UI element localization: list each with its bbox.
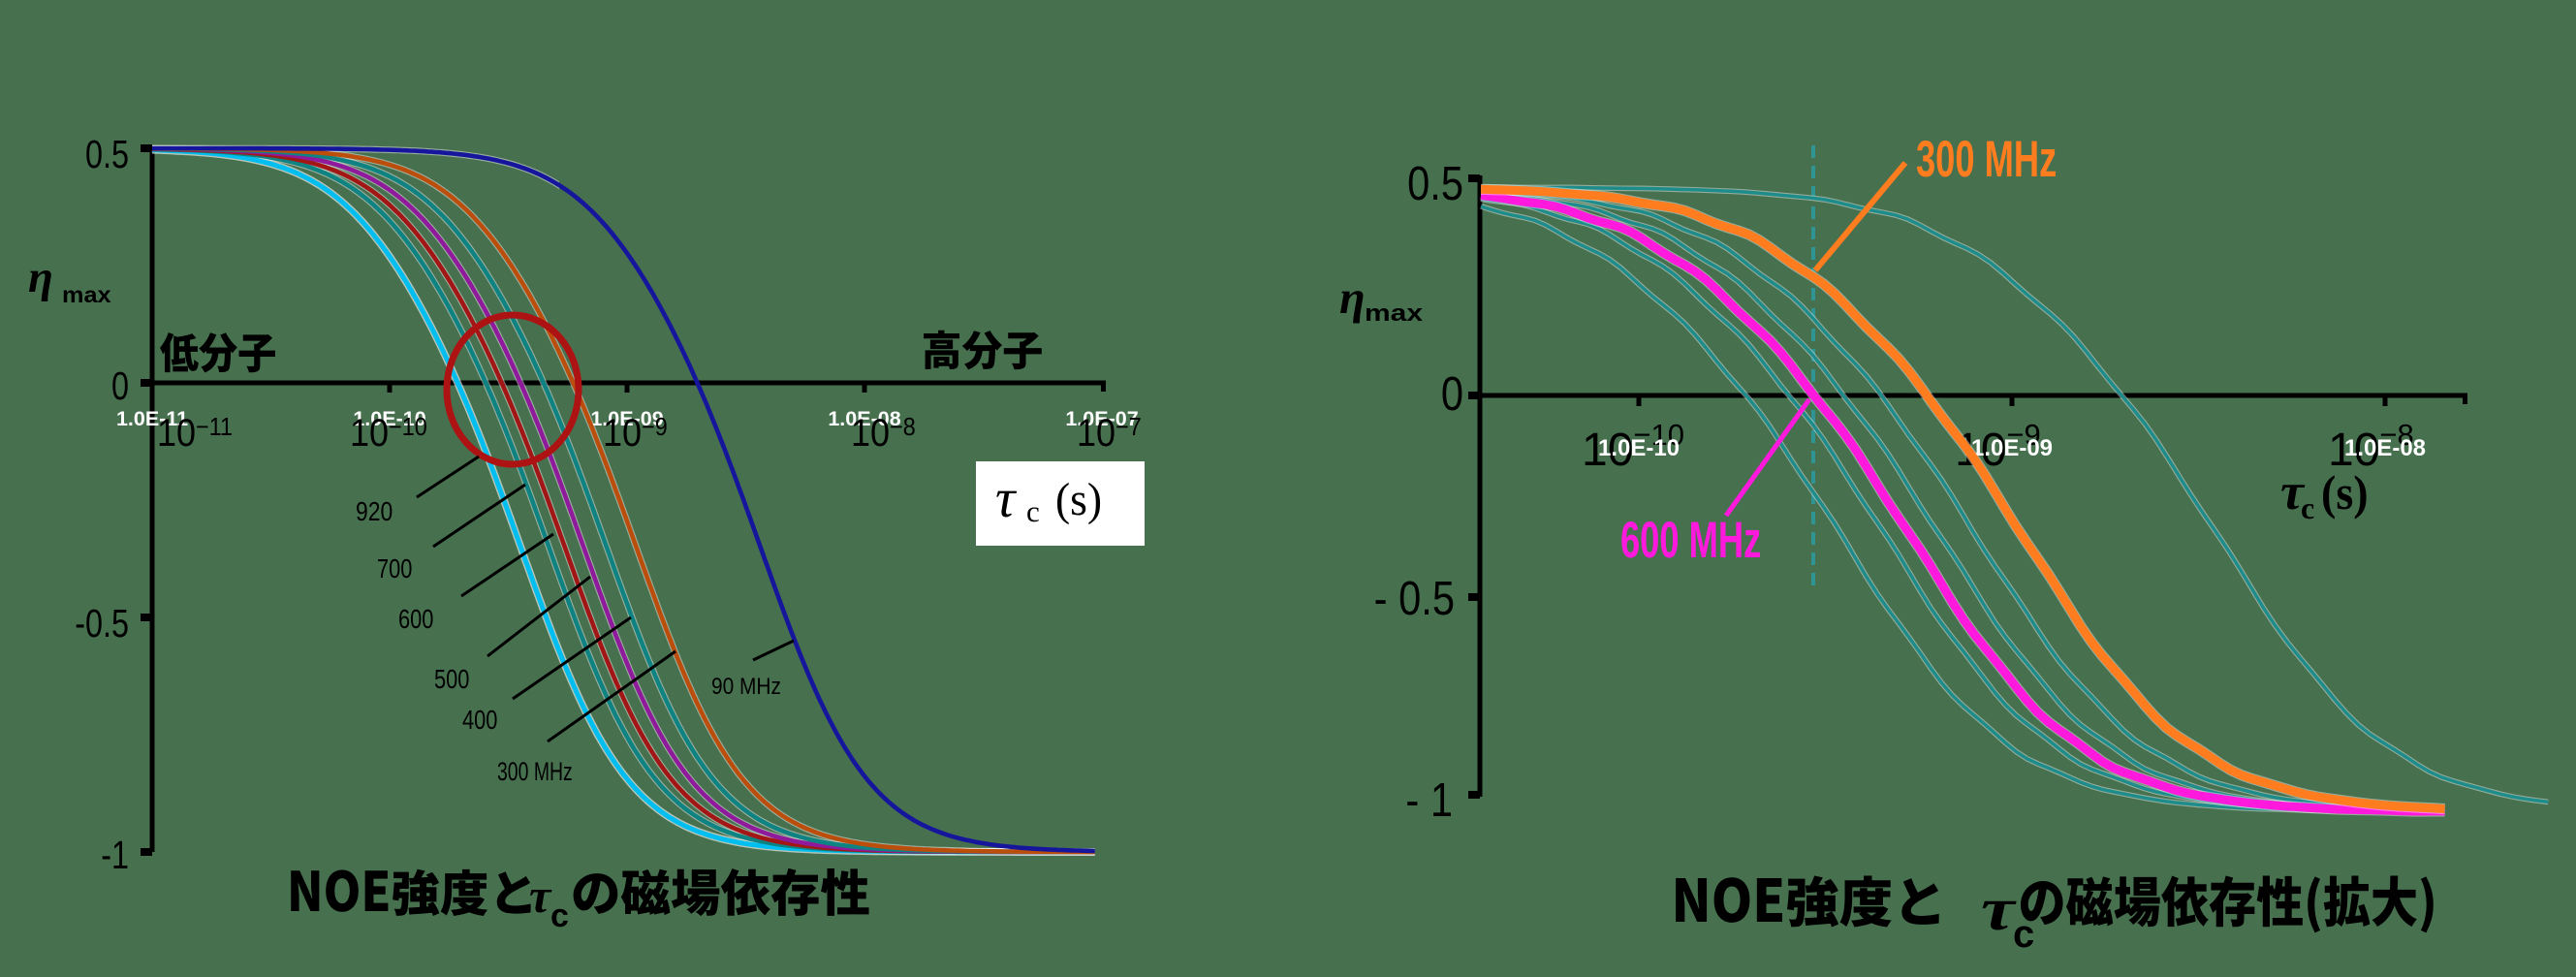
svg-text:10−11: 10−11: [157, 412, 233, 455]
svg-text:1.0E-08: 1.0E-08: [2344, 435, 2426, 461]
svg-text:0: 0: [1441, 367, 1463, 421]
svg-text:c: c: [2013, 913, 2034, 956]
svg-text:10−10: 10−10: [350, 412, 427, 455]
svg-text:700: 700: [377, 553, 412, 583]
svg-text:1.0E-08: 1.0E-08: [828, 407, 900, 430]
svg-text:10−7: 10−7: [1077, 412, 1142, 455]
svg-text:τ: τ: [995, 468, 1018, 529]
svg-text:500: 500: [434, 664, 469, 694]
svg-text:max: max: [62, 283, 111, 308]
svg-text:(s): (s): [2321, 466, 2369, 520]
svg-text:1.0E-09: 1.0E-09: [1971, 435, 2053, 461]
svg-text:1.0E-11: 1.0E-11: [116, 407, 188, 430]
svg-text:300 MHz: 300 MHz: [1916, 130, 2057, 188]
svg-text:300 MHz: 300 MHz: [497, 757, 573, 786]
svg-text:-0.5: -0.5: [75, 601, 129, 645]
svg-text:600: 600: [398, 604, 433, 634]
svg-text:400: 400: [462, 705, 497, 735]
svg-text:600 MHz: 600 MHz: [1620, 511, 1761, 569]
svg-text:1.0E-10: 1.0E-10: [1598, 435, 1680, 461]
svg-text:0.5: 0.5: [85, 132, 129, 175]
svg-text:(s): (s): [1055, 474, 1102, 525]
svg-text:c: c: [2301, 490, 2314, 525]
svg-text:-1: -1: [101, 833, 129, 876]
svg-text:- 1: - 1: [1405, 773, 1453, 827]
svg-text:- 0.5: - 0.5: [1374, 572, 1455, 625]
svg-text:10−8: 10−8: [2328, 418, 2414, 476]
svg-text:0: 0: [111, 363, 129, 407]
svg-text:10−8: 10−8: [851, 412, 916, 455]
svg-text:τ: τ: [1981, 875, 2017, 944]
svg-text:10−9: 10−9: [603, 412, 668, 455]
svg-text:90 MHz: 90 MHz: [711, 674, 781, 700]
svg-text:1.0E-10: 1.0E-10: [353, 407, 425, 430]
svg-text:τ: τ: [2280, 462, 2306, 520]
svg-text:c: c: [550, 898, 569, 934]
svg-text:η: η: [28, 252, 53, 302]
svg-text:10−10: 10−10: [1582, 418, 1684, 476]
svg-text:0.5: 0.5: [1407, 157, 1463, 210]
svg-text:920: 920: [356, 497, 393, 527]
svg-text:max: max: [1365, 299, 1423, 326]
svg-text:η: η: [1339, 272, 1366, 324]
svg-text:c: c: [1026, 494, 1040, 528]
svg-text:1.0E-07: 1.0E-07: [1065, 407, 1138, 430]
svg-text:τ: τ: [529, 868, 552, 923]
svg-text:1.0E-09: 1.0E-09: [590, 407, 663, 430]
